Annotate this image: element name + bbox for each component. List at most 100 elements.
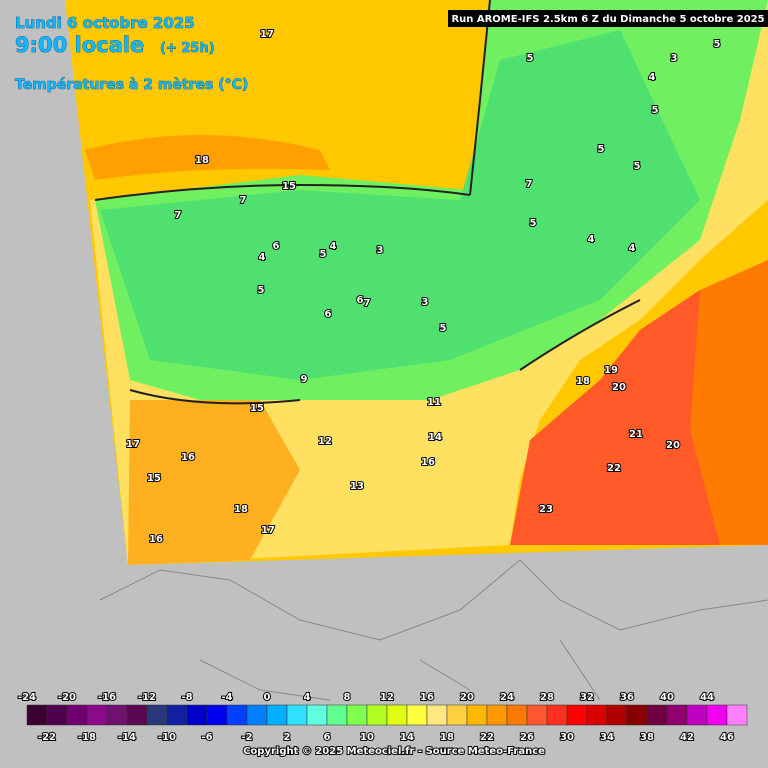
temperature-label: 13 — [350, 481, 364, 492]
scale-label: -20 — [58, 692, 76, 703]
temperature-label: 5 — [634, 161, 641, 172]
scale-swatch — [66, 704, 88, 726]
scale-swatch — [586, 704, 608, 726]
temperature-label: 20 — [612, 382, 626, 393]
scale-swatch — [426, 704, 448, 726]
temperature-label: 3 — [671, 53, 678, 64]
scale-label: 14 — [400, 732, 414, 743]
temperature-label: 19 — [604, 365, 618, 376]
scale-label: -22 — [38, 732, 56, 743]
scale-swatch — [546, 704, 568, 726]
temperature-label: 7 — [364, 298, 371, 309]
scale-swatch — [86, 704, 108, 726]
scale-swatch — [366, 704, 388, 726]
scale-swatch — [226, 704, 248, 726]
temperature-label: 6 — [325, 309, 332, 320]
temperature-label: 5 — [530, 218, 537, 229]
temperature-label: 12 — [318, 436, 332, 447]
run-info: Run AROME-IFS 2.5km 6 Z du Dimanche 5 oc… — [451, 14, 764, 25]
temperature-label: 5 — [258, 285, 265, 296]
scale-label: 8 — [344, 692, 351, 703]
scale-swatch — [286, 704, 308, 726]
scale-label: -18 — [78, 732, 96, 743]
temperature-label: 17 — [260, 29, 274, 40]
temperature-label: 14 — [428, 432, 442, 443]
temperature-label: 18 — [576, 376, 590, 387]
scale-swatch — [266, 704, 288, 726]
scale-swatch — [606, 704, 628, 726]
scale-swatch — [386, 704, 408, 726]
temperature-label: 5 — [320, 249, 327, 260]
scale-label: 18 — [440, 732, 454, 743]
temperature-label: 16 — [421, 457, 435, 468]
scale-label: -16 — [98, 692, 116, 703]
temperature-label: 3 — [422, 297, 429, 308]
temperature-label: 16 — [181, 452, 195, 463]
scale-label: 20 — [460, 692, 474, 703]
scale-label: 24 — [500, 692, 514, 703]
scale-label: 2 — [284, 732, 291, 743]
cooler-field — [100, 30, 700, 380]
temperature-label: 23 — [539, 504, 553, 515]
scale-label: 12 — [380, 692, 394, 703]
scale-swatch — [206, 704, 228, 726]
contour — [94, 0, 641, 405]
temperature-label: 15 — [147, 473, 161, 484]
scale-swatch — [446, 704, 468, 726]
scale-swatch — [326, 704, 348, 726]
scale-swatch — [726, 704, 748, 726]
scale-swatch — [246, 704, 268, 726]
temperature-label: 5 — [527, 53, 534, 64]
scale-swatch — [346, 704, 368, 726]
temperature-label: 15 — [282, 181, 296, 192]
scale-label: 40 — [660, 692, 674, 703]
temperature-label: 17 — [261, 525, 275, 536]
temperature-label: 7 — [526, 179, 533, 190]
temperature-label: 5 — [598, 144, 605, 155]
scale-label: 0 — [264, 692, 271, 703]
scale-label: 16 — [420, 692, 434, 703]
temperature-label: 6 — [357, 295, 364, 306]
temperature-label: 16 — [149, 534, 163, 545]
temperature-label: 21 — [629, 429, 643, 440]
scale-swatch — [566, 704, 588, 726]
scale-swatch — [166, 704, 188, 726]
scale-label: -14 — [118, 732, 136, 743]
color-scale: -24-22-20-18-16-14-12-10-8-6-4-202468101… — [17, 691, 748, 744]
temperature-label: 11 — [427, 397, 441, 408]
coastline — [99, 559, 768, 701]
temperature-label: 7 — [240, 195, 247, 206]
southwest-field — [128, 400, 300, 565]
scale-label: 22 — [480, 732, 494, 743]
temperature-label: 5 — [652, 105, 659, 116]
scale-label: 32 — [580, 692, 594, 703]
warm-band — [85, 135, 330, 180]
time: 9:00 locale — [15, 33, 144, 57]
temperature-label: 4 — [330, 241, 337, 252]
scale-label: 42 — [680, 732, 694, 743]
scale-swatch — [686, 704, 708, 726]
scale-label: 34 — [600, 732, 614, 743]
scale-swatch — [486, 704, 508, 726]
scale-label: 30 — [560, 732, 574, 743]
scale-label: 44 — [700, 692, 714, 703]
temperature-label: 5 — [714, 39, 721, 50]
scale-label: 6 — [324, 732, 331, 743]
scale-swatch — [666, 704, 688, 726]
lead-time: (+ 25h) — [160, 41, 215, 56]
scale-swatch — [526, 704, 548, 726]
temperature-label: 7 — [175, 210, 182, 221]
scale-label: -12 — [138, 692, 156, 703]
scale-swatch — [146, 704, 168, 726]
date: Lundi 6 octobre 2025 — [15, 14, 195, 32]
temperature-label: 4 — [629, 243, 636, 254]
scale-swatch — [506, 704, 528, 726]
scale-label: 38 — [640, 732, 654, 743]
scale-swatch — [466, 704, 488, 726]
scale-label: 36 — [620, 692, 634, 703]
scale-label: -8 — [181, 692, 192, 703]
scale-swatch — [626, 704, 648, 726]
scale-label: -10 — [158, 732, 176, 743]
